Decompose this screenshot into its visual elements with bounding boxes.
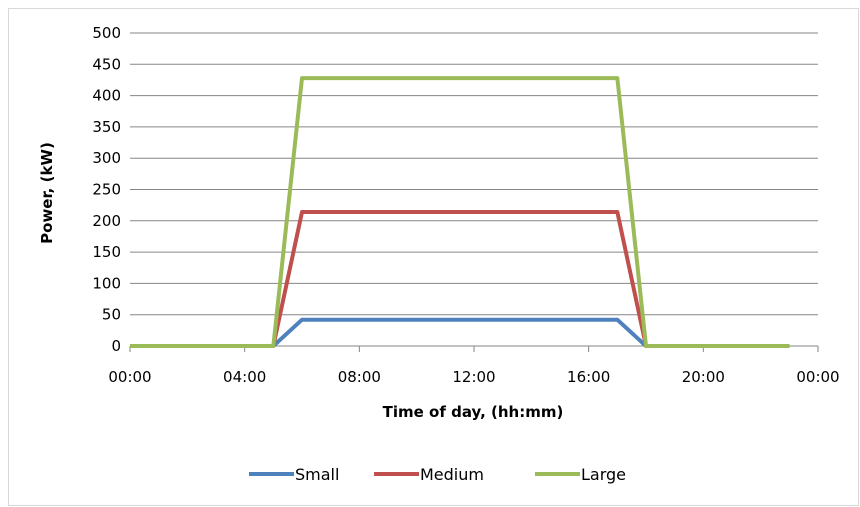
y-tick-label-50: 50 [102, 306, 121, 324]
y-tick-label-200: 200 [92, 212, 121, 230]
legend: Small Medium Large [249, 465, 626, 484]
series-line-medium [130, 210, 790, 348]
x-tick-label: 20:00 [682, 368, 725, 386]
legend-label-small: Small [295, 465, 339, 484]
y-tick-label-300: 300 [92, 149, 121, 167]
y-tick-label-250: 250 [92, 181, 121, 199]
y-tick-label-350: 350 [92, 118, 121, 136]
series-line-small [130, 317, 790, 348]
y-tick-label-150: 150 [92, 243, 121, 261]
y-tick-label-100: 100 [92, 274, 121, 292]
legend-label-medium: Medium [420, 465, 484, 484]
x-tick-label: 08:00 [338, 368, 381, 386]
x-tick-label: 00:00 [108, 368, 151, 386]
chart-area [8, 8, 859, 506]
y-axis-tick-labels: 0 50 100 150 200 250 300 350 400 450 500 [92, 24, 121, 355]
gridlines [130, 32, 818, 316]
x-tick-label: 16:00 [567, 368, 610, 386]
legend-label-large: Large [581, 465, 626, 484]
y-tick-label-450: 450 [92, 55, 121, 73]
series-line-large [130, 76, 790, 348]
x-axis-title: Time of day, (hh:mm) [383, 403, 564, 421]
x-tick-label: 12:00 [452, 368, 495, 386]
x-axis-tick-labels: 00:00 04:00 08:00 12:00 16:00 20:00 00:00 [108, 368, 839, 386]
x-tick-label: 04:00 [223, 368, 266, 386]
series-lines [130, 76, 790, 348]
y-tick-label-0: 0 [111, 337, 121, 355]
y-axis-title: Power, (kW) [38, 142, 56, 244]
y-tick-label-400: 400 [92, 87, 121, 105]
x-tick-label: 00:00 [796, 368, 839, 386]
y-tick-label-500: 500 [92, 24, 121, 42]
